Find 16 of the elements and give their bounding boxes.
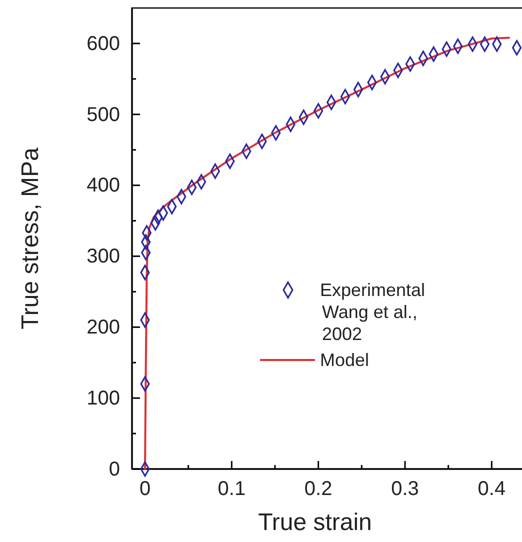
x-tick-label: 0.4 bbox=[478, 478, 506, 500]
x-tick-label: 0.1 bbox=[218, 478, 246, 500]
legend-label: Experimental Wang et al., 2002 bbox=[320, 280, 426, 344]
y-axis-title: True stress, MPa bbox=[17, 146, 44, 330]
x-tick-label: 0 bbox=[139, 478, 151, 500]
y-tick-label: 600 bbox=[86, 32, 120, 55]
y-tick-label: 300 bbox=[86, 246, 120, 268]
y-tick-label: 100 bbox=[86, 387, 120, 410]
legend-label: Model bbox=[320, 350, 370, 370]
x-axis-title: True strain bbox=[258, 509, 372, 536]
y-tick-label: 0 bbox=[108, 458, 120, 480]
y-tick-label: 200 bbox=[86, 316, 120, 339]
x-tick-label: 0.3 bbox=[391, 478, 419, 500]
y-tick-label: 400 bbox=[86, 174, 120, 197]
y-tick-label: 500 bbox=[86, 104, 120, 126]
x-tick-label: 0.2 bbox=[304, 478, 332, 500]
